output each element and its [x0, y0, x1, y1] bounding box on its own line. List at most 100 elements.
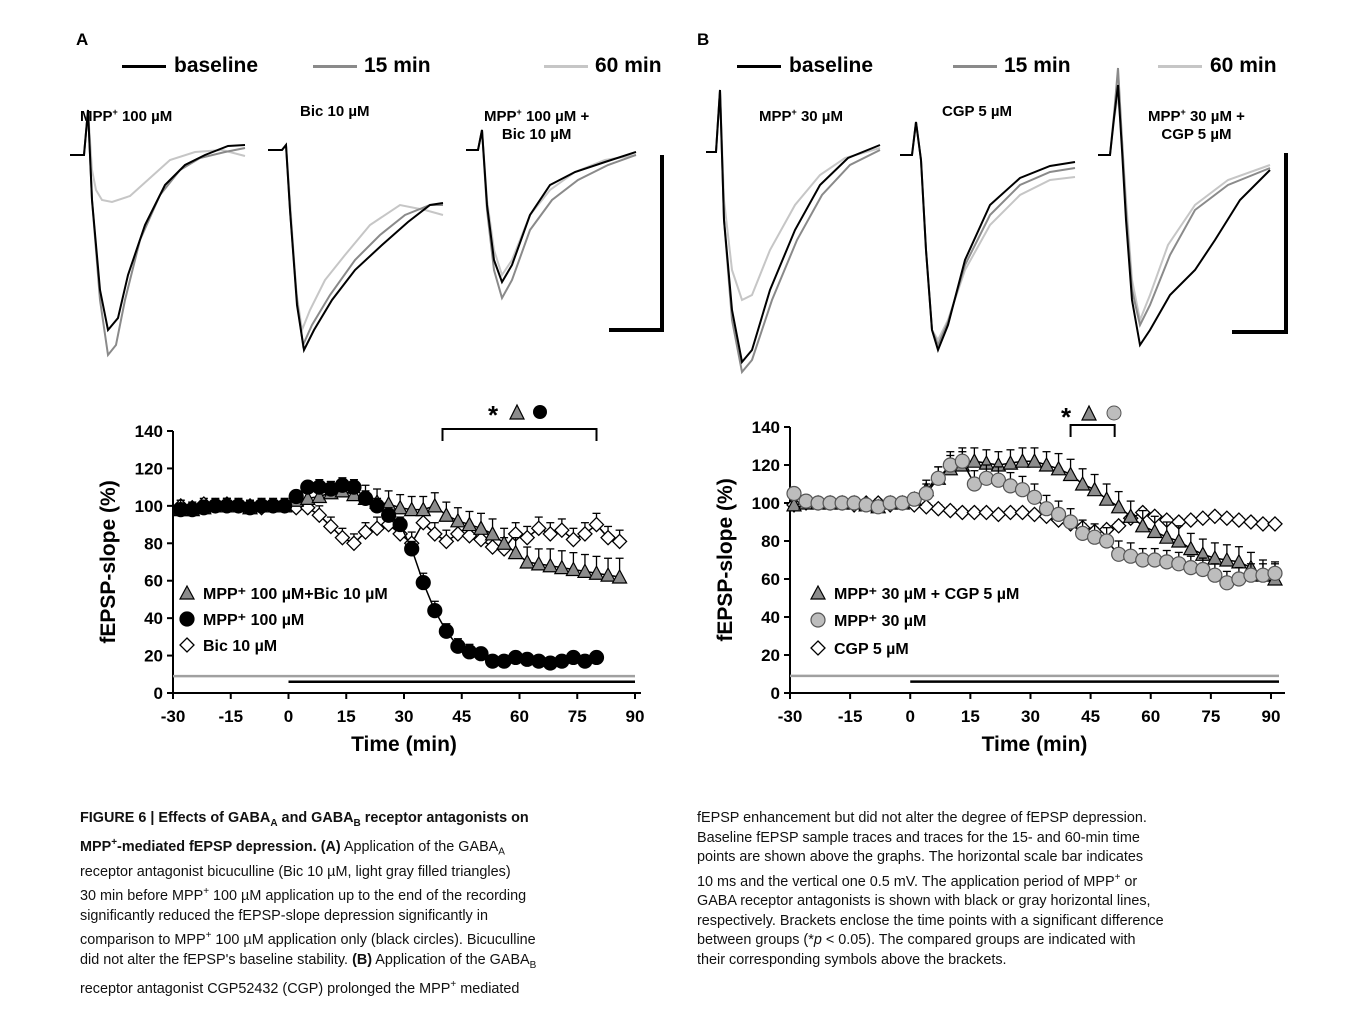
data-point [334, 529, 351, 546]
x-tick-label: 90 [1262, 707, 1281, 726]
significance-bracket [441, 428, 598, 441]
data-point [449, 512, 466, 528]
data-point [1002, 504, 1019, 521]
legend-swatch-15min [313, 65, 357, 68]
traces-mpp30-cgp5 [1098, 67, 1271, 348]
data-point [1050, 460, 1067, 476]
x-tick-label: 60 [510, 707, 529, 726]
legend-label: Bic 10 µM [203, 638, 277, 655]
data-point [1122, 508, 1139, 523]
data-point [519, 529, 536, 546]
trace-baseline [1098, 84, 1271, 348]
data-point [346, 479, 362, 495]
data-point [1074, 475, 1091, 491]
panel-a-letter: A [76, 30, 89, 49]
trace-15min [70, 109, 246, 358]
y-tick-label: 40 [144, 609, 163, 628]
data-point [1062, 514, 1079, 530]
trace-60min [268, 142, 444, 334]
data-point [426, 526, 443, 542]
data-point [1014, 482, 1031, 498]
y-tick-label: 60 [761, 570, 780, 589]
data-point [311, 507, 328, 524]
data-point [1062, 466, 1079, 482]
legend-label: MPP⁺ 30 µM + CGP 5 µM [834, 586, 1019, 603]
x-tick-label: 0 [906, 707, 915, 726]
data-point [1206, 508, 1223, 525]
legend-label: CGP 5 µM [834, 641, 909, 658]
data-point [277, 498, 293, 514]
x-tick-label: 90 [626, 707, 645, 726]
data-point [507, 544, 524, 560]
data-point [930, 500, 947, 517]
x-tick-label: 0 [284, 707, 293, 726]
x-tick-label: 45 [1081, 707, 1100, 726]
y-tick-label: 20 [144, 647, 163, 666]
traces-mpp30 [706, 89, 881, 375]
data-point [496, 535, 513, 550]
legend-label-60min: 60 min [1210, 54, 1277, 77]
trace-label-bic10: Bic 10 µM [300, 103, 370, 120]
data-point [1182, 512, 1199, 529]
data-point [427, 603, 443, 619]
x-tick-label: 45 [452, 707, 471, 726]
y-tick-label: 0 [154, 684, 163, 703]
x-tick-label: 15 [961, 707, 980, 726]
legend-swatch-15min [953, 65, 997, 68]
data-point [600, 529, 616, 546]
data-point [918, 498, 935, 515]
y-tick-label: 140 [752, 418, 780, 437]
y-tick-label: 0 [771, 684, 780, 703]
x-tick-label: 30 [395, 707, 414, 726]
y-tick-label: 80 [144, 534, 163, 553]
x-tick-label: 75 [1201, 707, 1220, 726]
data-point [1158, 528, 1175, 544]
data-point [472, 520, 490, 535]
traces-bic10 [268, 142, 444, 354]
legend-swatch-baseline [737, 65, 781, 68]
data-point [530, 555, 547, 571]
data-point [588, 649, 605, 666]
data-point [990, 506, 1007, 523]
x-tick-label: 75 [568, 707, 587, 726]
data-point [611, 533, 628, 550]
trace-label-mpp30-cgp5: MPP+ 30 µM + CGP 5 µM [1148, 107, 1245, 143]
trace-60min [900, 121, 1076, 343]
data-point [954, 504, 971, 521]
data-point [966, 504, 983, 521]
data-point [553, 559, 570, 575]
x-tick-label: 60 [1141, 707, 1160, 726]
data-point [473, 646, 489, 662]
data-point [438, 533, 455, 550]
data-point [1218, 551, 1235, 567]
chart-legend: MPP⁺ 30 µM + CGP 5 µM MPP⁺ 30 µM CGP 5 µM [809, 584, 1019, 658]
significance-star-b: * [1061, 402, 1072, 432]
data-point [1026, 506, 1043, 523]
trace-15min [706, 89, 881, 375]
y-axis-label: fEPSP-slope (%) [97, 480, 120, 643]
significance-star-a: * [488, 400, 499, 430]
x-tick-label: 30 [1021, 707, 1040, 726]
trace-label-mpp100-bic10: MPP+ 100 µM + Bic 10 µM [484, 107, 590, 143]
scale-bar-a [609, 155, 664, 332]
y-tick-label: 60 [144, 572, 163, 591]
trace-60min [706, 89, 881, 302]
x-tick-label: -15 [218, 707, 243, 726]
panel-b-letter: B [697, 30, 710, 49]
data-point [978, 504, 995, 521]
data-point [600, 566, 617, 582]
data-point [1267, 515, 1283, 532]
data-point [1086, 481, 1103, 497]
data-point [519, 553, 536, 569]
chart-legend: MPP⁺ 100 µM+Bic 10 µM MPP⁺ 100 µM Bic 10 µ… [178, 584, 388, 655]
data-point [1098, 490, 1115, 506]
data-point [473, 531, 489, 548]
series-circle [173, 477, 605, 671]
data-point [577, 526, 593, 542]
data-point [1194, 510, 1211, 527]
circle-symbol [1106, 405, 1122, 421]
x-axis-label: Time (min) [982, 733, 1088, 756]
triangle-symbol [1081, 404, 1097, 421]
trace-15min [466, 129, 637, 301]
data-point [392, 499, 409, 515]
